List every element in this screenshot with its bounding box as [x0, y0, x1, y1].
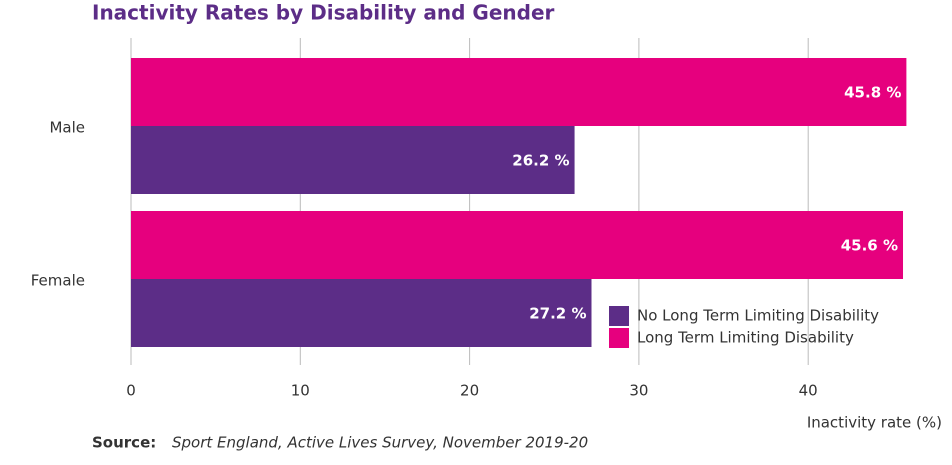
- x-axis-label: Inactivity rate (%): [807, 414, 942, 432]
- bar: [131, 279, 592, 347]
- x-tick-label: 40: [799, 382, 818, 400]
- source-text: Sport England, Active Lives Survey, Nove…: [172, 434, 588, 452]
- value-label: 45.6 %: [841, 237, 898, 255]
- value-label: 27.2 %: [529, 305, 586, 323]
- x-tick-label: 20: [460, 382, 479, 400]
- bar: [131, 126, 575, 194]
- value-label: 26.2 %: [512, 152, 569, 170]
- y-tick-label: Female: [31, 272, 85, 290]
- legend-label: No Long Term Limiting Disability: [637, 307, 879, 325]
- legend-label: Long Term Limiting Disability: [637, 329, 854, 347]
- value-label: 45.8 %: [844, 84, 901, 102]
- x-tick-label: 30: [629, 382, 648, 400]
- chart-title: Inactivity Rates by Disability and Gende…: [92, 1, 555, 25]
- legend-swatch: [609, 328, 629, 348]
- x-tick-label: 0: [126, 382, 136, 400]
- bar: [131, 58, 907, 126]
- x-tick-label: 10: [291, 382, 310, 400]
- source-label: Source:: [92, 434, 156, 452]
- legend-swatch: [609, 306, 629, 326]
- bar: [131, 211, 904, 279]
- y-tick-label: Male: [49, 119, 85, 137]
